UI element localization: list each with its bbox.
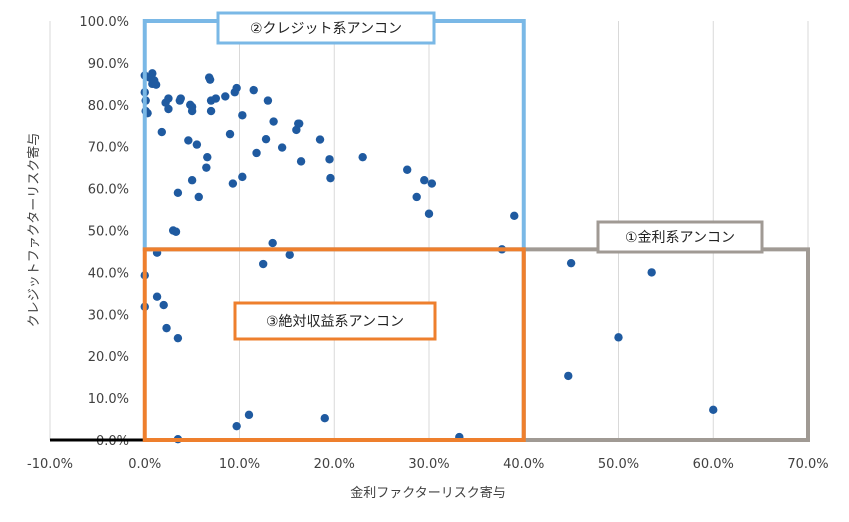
x-tick-label: 50.0% <box>598 457 639 472</box>
data-point <box>268 238 277 248</box>
data-point <box>709 405 718 415</box>
data-point <box>427 179 437 188</box>
y-tick-label: 20.0% <box>88 350 129 365</box>
data-point <box>148 69 157 78</box>
x-tick-label: 60.0% <box>693 457 734 472</box>
y-tick-label: 30.0% <box>88 308 129 323</box>
data-point <box>203 152 212 162</box>
y-tick-label: 40.0% <box>88 266 129 281</box>
data-point <box>211 94 221 103</box>
data-point <box>173 188 183 197</box>
y-tick-label: 50.0% <box>88 225 129 240</box>
data-point <box>614 333 623 342</box>
data-point <box>187 176 197 185</box>
data-points <box>140 69 718 444</box>
data-point <box>326 173 335 183</box>
category-label: ③絶対収益系アンコン <box>266 314 404 330</box>
data-point <box>225 129 235 139</box>
data-point <box>232 83 241 93</box>
x-tick-label: 40.0% <box>503 457 544 472</box>
category-label-box <box>596 220 764 254</box>
data-point <box>173 333 183 343</box>
data-point <box>187 102 197 112</box>
data-point <box>205 75 215 84</box>
data-point <box>232 421 241 431</box>
x-tick-label: 20.0% <box>314 457 355 472</box>
data-point <box>176 94 185 103</box>
data-point <box>285 250 294 260</box>
data-point <box>194 192 203 202</box>
y-tick-label: 80.0% <box>88 99 129 114</box>
data-point <box>294 119 304 128</box>
x-axis-ticks: -10.0% 0.0% 10.0% 20.0% 30.0% 40.0% 50.0% 60.0%… <box>27 457 829 472</box>
data-point <box>510 211 519 221</box>
data-point <box>221 92 230 101</box>
x-tick-label: 70.0% <box>787 457 828 472</box>
data-point <box>151 80 161 89</box>
data-point <box>263 96 273 105</box>
data-point <box>162 323 171 333</box>
data-point <box>206 106 216 116</box>
data-point <box>412 192 421 202</box>
y-tick-label: 90.0% <box>88 57 129 72</box>
data-point <box>159 300 168 310</box>
y-tick-label: 70.0% <box>88 141 129 156</box>
data-point <box>157 127 167 137</box>
data-point <box>171 227 181 236</box>
x-tick-label: 0.0% <box>128 457 161 472</box>
data-point <box>320 414 329 423</box>
category-box <box>521 247 810 442</box>
data-point <box>277 143 287 152</box>
data-point <box>228 179 238 188</box>
data-point <box>249 85 258 95</box>
data-point <box>238 111 247 120</box>
data-point <box>164 104 173 114</box>
y-axis-ticks: 0.0%10.0%20.0%30.0%40.0%50.0%60.0%70.0%8… <box>79 15 129 449</box>
data-point <box>244 410 254 420</box>
data-point <box>325 155 334 164</box>
data-point <box>238 172 247 182</box>
y-tick-label: 60.0% <box>88 183 129 198</box>
x-tick-label: 10.0% <box>219 457 260 472</box>
category-box <box>142 247 526 442</box>
category-label-box <box>216 11 436 45</box>
data-point <box>152 292 162 301</box>
data-point <box>258 259 268 269</box>
data-point <box>202 163 211 172</box>
category-boxes: ②クレジット系アンコン ①金利系アンコン ③絶対収益系アンコン <box>142 11 810 442</box>
data-point <box>566 258 576 268</box>
data-point <box>647 268 656 277</box>
data-point <box>424 209 434 218</box>
category-label: ②クレジット系アンコン <box>250 21 402 37</box>
category-label: ①金利系アンコン <box>625 230 735 246</box>
category-label-box <box>233 301 437 341</box>
data-point <box>564 371 573 381</box>
y-tick-label: 100.0% <box>79 15 129 30</box>
y-tick-label: 10.0% <box>88 392 129 407</box>
data-point <box>192 140 202 149</box>
data-point <box>184 136 193 145</box>
data-point <box>252 148 261 158</box>
data-point <box>420 176 429 185</box>
data-point <box>403 165 412 174</box>
x-tick-label: 30.0% <box>408 457 449 472</box>
data-point <box>296 157 306 166</box>
x-axis-title: 金利ファクターリスク寄与 <box>350 485 505 501</box>
data-point <box>315 135 325 144</box>
data-point <box>261 134 271 144</box>
data-point <box>164 94 173 103</box>
data-point <box>358 152 367 162</box>
data-point <box>269 117 278 126</box>
x-tick-label: -10.0% <box>27 457 73 472</box>
y-axis-title: クレジットファクターリスク寄与 <box>26 133 42 327</box>
